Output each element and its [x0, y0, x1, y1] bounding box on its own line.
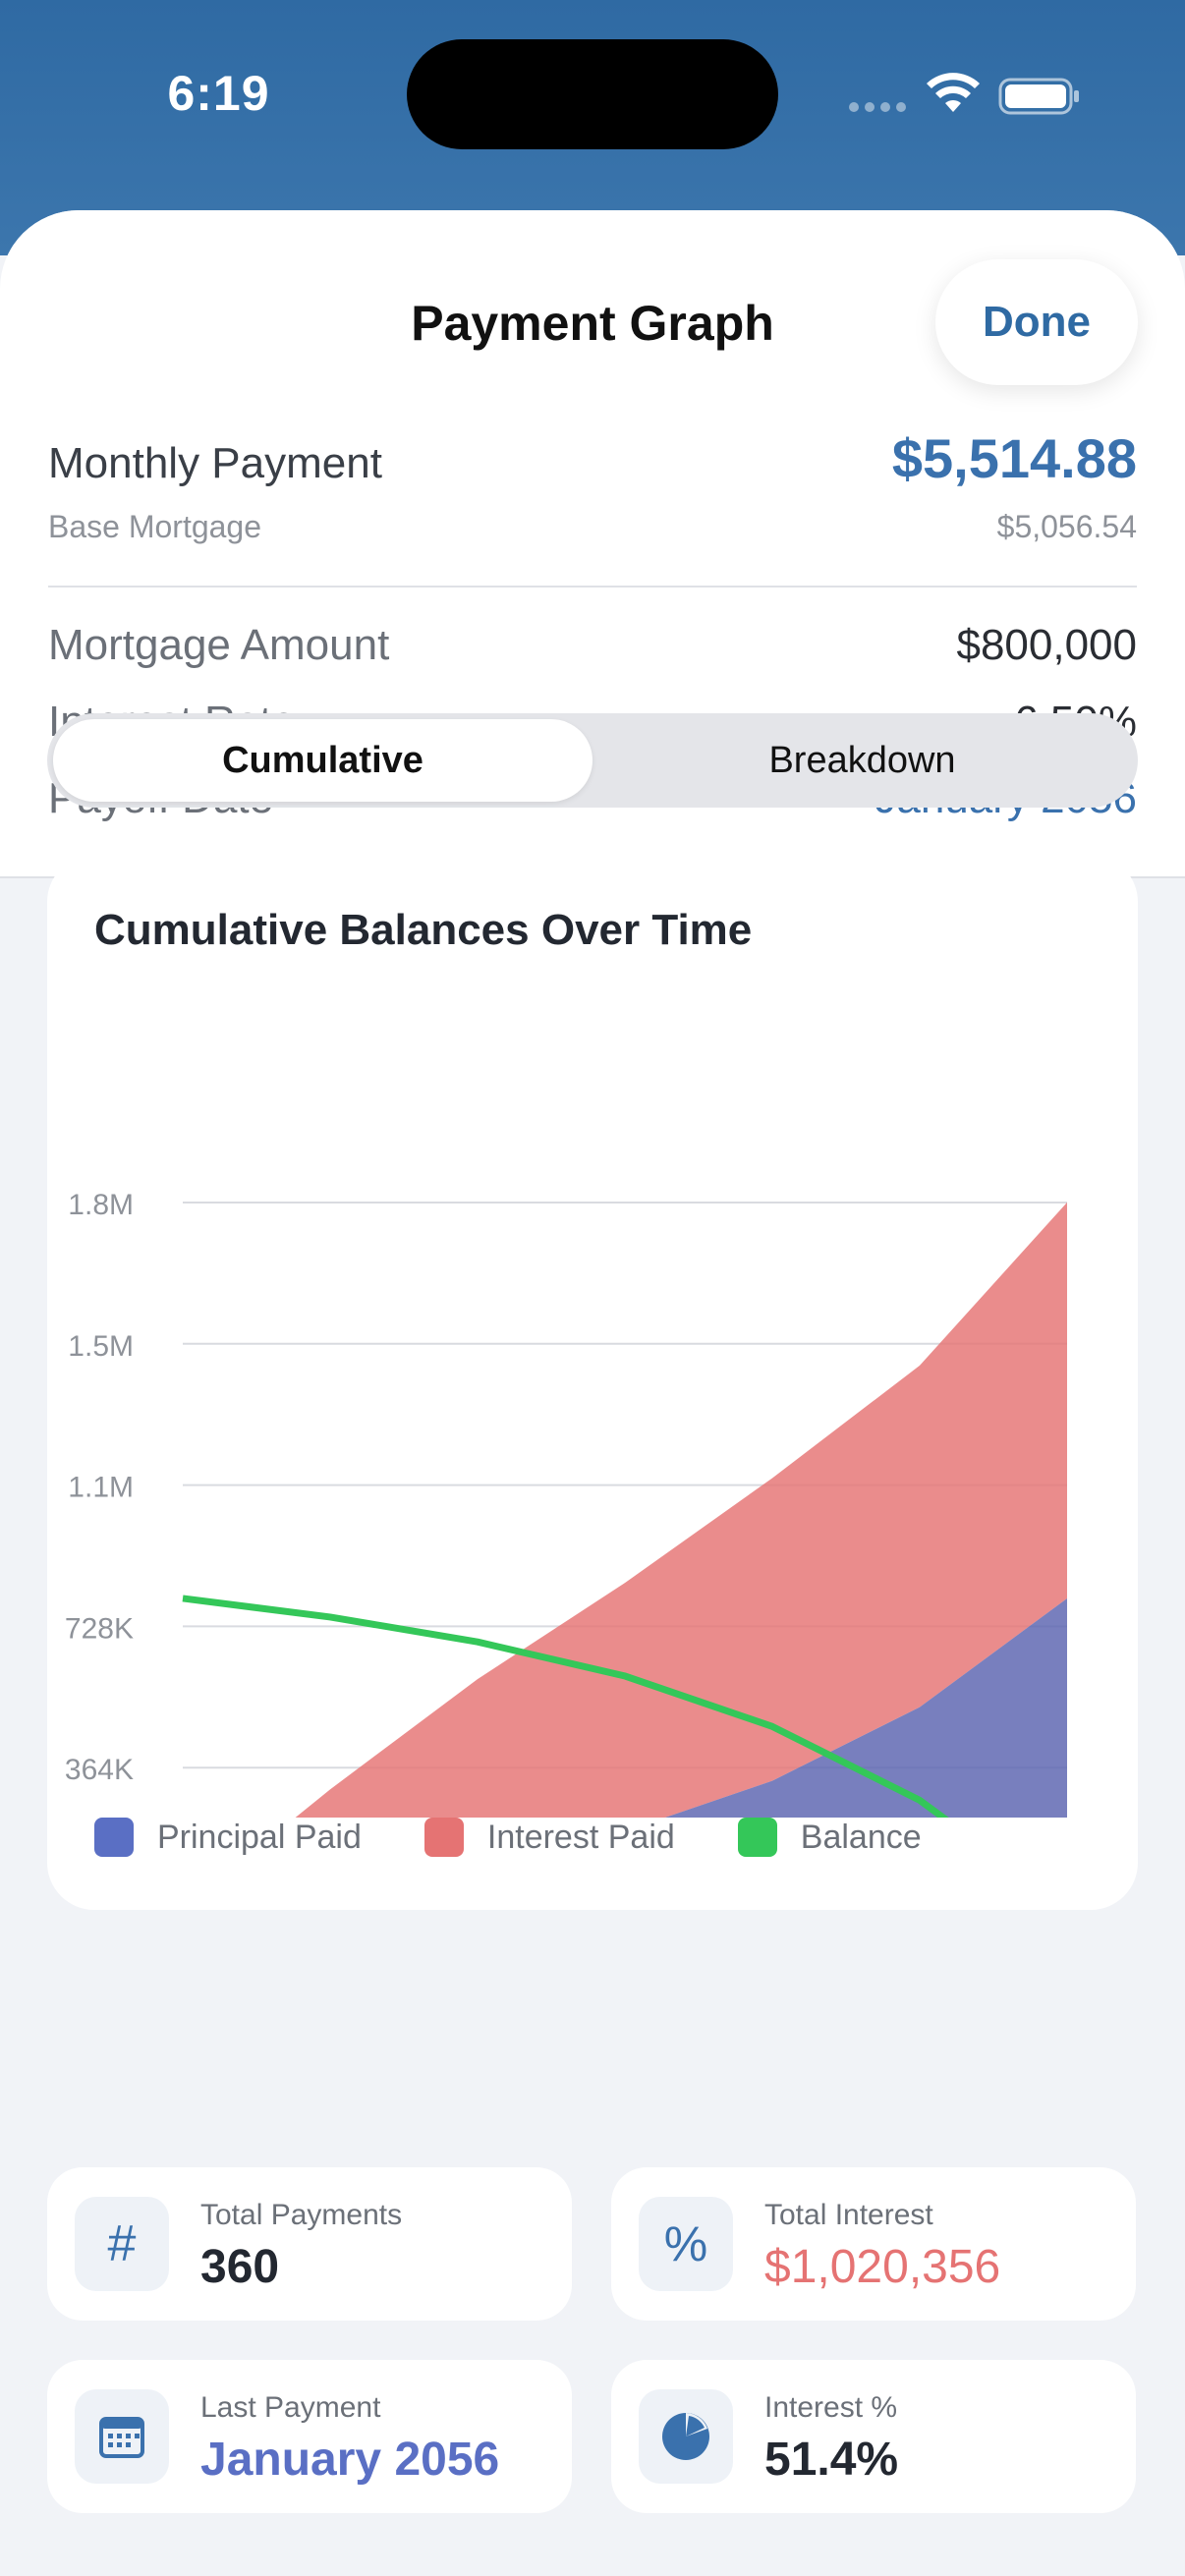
balance-line: [182, 1595, 949, 1818]
y-tick-label: 364K: [65, 1754, 134, 1786]
chart-legend: Principal Paid Interest Paid Balance: [94, 1818, 985, 1857]
sheet-title: Payment Graph: [411, 296, 774, 351]
monthly-payment-label: Monthly Payment: [48, 439, 382, 487]
total-interest-card: % Total Interest $1,020,356: [611, 2167, 1136, 2321]
last-payment-card: Last Payment January 2056: [47, 2360, 572, 2513]
signal-dots-icon: [849, 102, 906, 112]
calendar-icon: [75, 2389, 169, 2484]
total-interest-value: $1,020,356: [764, 2241, 1001, 2293]
divider: [48, 586, 1137, 588]
cumulative-chart: 0364K728K1.1M1.5M1.8M2026203620462056: [65, 1189, 1067, 1818]
legend-swatch-balance: [737, 1818, 777, 1857]
principal-paid-area: [664, 1597, 1067, 1818]
monthly-payment-row: Monthly Payment $5,514.88: [48, 426, 1137, 490]
legend-item-principal: Principal Paid: [94, 1818, 362, 1857]
base-mortgage-row: Base Mortgage $5,056.54: [48, 509, 1137, 545]
pie-chart-icon: [639, 2389, 733, 2484]
done-button[interactable]: Done: [935, 259, 1138, 385]
interest-percent-label: Interest %: [764, 2391, 898, 2424]
total-payments-value: 360: [200, 2241, 280, 2293]
base-mortgage-value: $5,056.54: [996, 509, 1137, 544]
last-payment-value: January 2056: [200, 2434, 500, 2486]
base-mortgage-label: Base Mortgage: [48, 509, 262, 544]
legend-swatch-principal: [94, 1818, 134, 1857]
legend-item-balance: Balance: [737, 1818, 922, 1857]
chart-title: Cumulative Balances Over Time: [94, 906, 753, 954]
chart-card: Cumulative Balances Over Time 0364K728K1…: [47, 855, 1138, 1910]
interest-percent-card: Interest % 51.4%: [611, 2360, 1136, 2513]
hash-icon: #: [75, 2197, 169, 2291]
y-tick-label: 1.8M: [68, 1189, 134, 1221]
tab-breakdown[interactable]: Breakdown: [768, 739, 956, 781]
status-time: 6:19: [167, 66, 270, 121]
battery-icon: [998, 78, 1079, 115]
mortgage-amount-label: Mortgage Amount: [48, 621, 390, 669]
dynamic-island: [407, 39, 778, 149]
mortgage-amount-row: Mortgage Amount $800,000: [48, 621, 1137, 670]
legend-item-interest: Interest Paid: [423, 1818, 675, 1857]
y-tick-label: 1.1M: [68, 1472, 134, 1504]
mortgage-amount-value: $800,000: [956, 621, 1137, 669]
y-tick-label: 728K: [65, 1612, 134, 1645]
monthly-payment-value: $5,514.88: [891, 427, 1137, 489]
wifi-icon: [927, 73, 980, 112]
y-tick-label: 1.5M: [68, 1330, 134, 1363]
total-interest-label: Total Interest: [764, 2199, 933, 2231]
percent-icon: %: [639, 2197, 733, 2291]
interest-paid-area: [295, 1202, 1067, 1818]
tab-cumulative[interactable]: Cumulative: [53, 719, 592, 802]
total-payments-card: # Total Payments 360: [47, 2167, 572, 2321]
view-segmented-control: Cumulative Breakdown: [47, 713, 1138, 808]
interest-percent-value: 51.4%: [764, 2434, 899, 2486]
legend-label-balance: Balance: [800, 1818, 922, 1856]
total-payments-label: Total Payments: [200, 2199, 403, 2231]
legend-label-principal: Principal Paid: [157, 1818, 362, 1856]
legend-label-interest: Interest Paid: [486, 1818, 675, 1856]
legend-swatch-interest: [423, 1818, 464, 1857]
last-payment-label: Last Payment: [200, 2391, 381, 2424]
